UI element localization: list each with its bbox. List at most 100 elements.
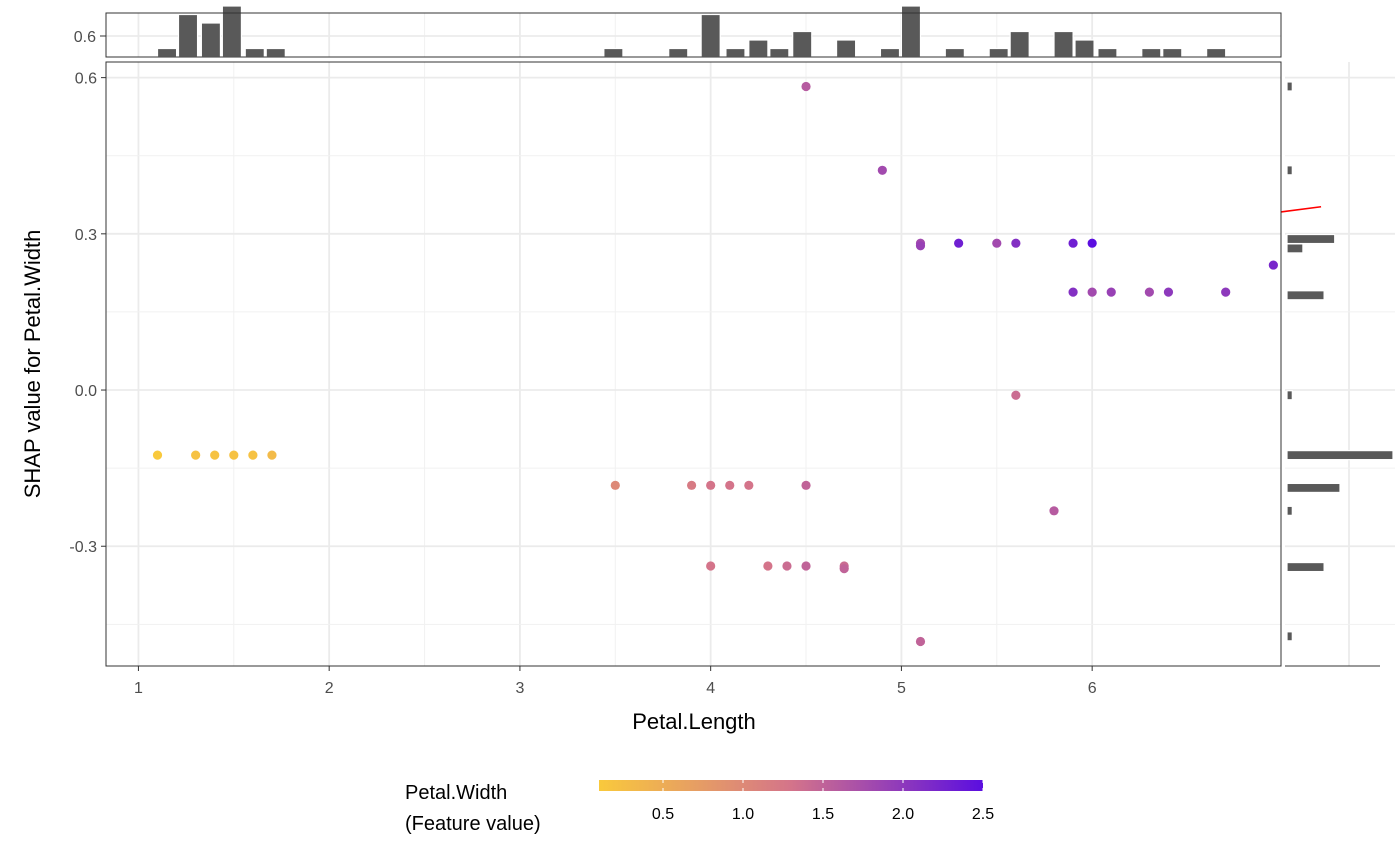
scatter-point <box>1087 287 1097 297</box>
top-panel-y-tick-label: 0.6 <box>74 29 96 46</box>
top-histogram-bar <box>1053 30 1074 58</box>
scatter-point <box>839 564 849 574</box>
scatter-point <box>877 165 887 175</box>
scatter-point <box>1144 287 1154 297</box>
top-histogram-bar <box>200 22 222 58</box>
scatter-point <box>1087 238 1097 248</box>
top-histogram-bar <box>177 13 199 58</box>
scatter-point <box>191 450 201 460</box>
legend-tick-label: 1.5 <box>812 806 834 823</box>
legend-tick-label: 2.0 <box>892 806 914 823</box>
y-tick-label: 0.6 <box>75 71 97 88</box>
top-histogram-bars <box>156 5 1227 58</box>
legend-title-line1: Petal.Width <box>405 782 507 804</box>
scatter-point <box>686 480 697 490</box>
scatter-point <box>915 636 926 647</box>
x-tick-label: 5 <box>897 680 906 697</box>
scatter-point <box>782 561 792 571</box>
top-histogram-bar <box>769 47 790 58</box>
top-histogram-bar <box>603 47 624 58</box>
x-tick-label: 4 <box>706 680 715 697</box>
top-histogram-bar <box>879 47 901 58</box>
legend-tick-label: 0.5 <box>652 806 674 823</box>
scatter-point <box>954 238 964 248</box>
top-histogram-bar <box>244 47 265 58</box>
scatter-point <box>744 480 754 490</box>
top-marginal-histogram: 0.6 <box>74 5 1282 58</box>
right-panel-background <box>1285 62 1395 666</box>
scatter-point <box>267 450 277 460</box>
scatter-point <box>210 450 220 460</box>
top-histogram-bar <box>1141 47 1162 58</box>
top-histogram-bar <box>668 47 689 58</box>
top-histogram-bar <box>1162 47 1183 58</box>
scatter-point <box>801 81 811 92</box>
right-histogram-bar <box>1286 631 1293 642</box>
scatter-point <box>801 480 811 490</box>
top-histogram-bar <box>156 47 178 58</box>
x-tick-label: 6 <box>1088 680 1097 697</box>
x-tick-label: 2 <box>325 680 334 697</box>
right-histogram-bar <box>1286 390 1293 401</box>
legend-ticks: 0.5 1.0 1.5 2.0 2.5 <box>652 780 994 823</box>
right-histogram-bar <box>1286 81 1293 92</box>
top-histogram-bar <box>748 39 769 58</box>
scatter-point <box>248 450 258 460</box>
scatter-point <box>992 238 1002 248</box>
right-histogram-bar <box>1286 482 1341 494</box>
scatter-point <box>1068 238 1078 248</box>
top-histogram-bar <box>900 5 922 58</box>
scatter-point <box>1068 287 1078 297</box>
trend-line <box>1280 205 1322 213</box>
right-histogram-bar <box>1286 233 1336 245</box>
right-histogram-bar <box>1286 561 1325 573</box>
right-histogram-bar <box>1286 450 1394 461</box>
top-histogram-bar <box>792 30 813 58</box>
x-tick-label: 1 <box>134 680 143 697</box>
scatter-point <box>1106 287 1116 297</box>
scatter-point <box>1011 390 1021 400</box>
y-tick-label: 0.3 <box>75 227 97 244</box>
scatter-point <box>706 480 716 490</box>
top-histogram-bar <box>1074 39 1095 58</box>
y-axis-title: SHAP value for Petal.Width <box>20 230 45 499</box>
scatter-point <box>1049 506 1059 516</box>
scatter-point <box>1163 287 1174 297</box>
top-histogram-bar <box>725 47 746 58</box>
scatter-point <box>706 561 716 571</box>
scatter-point <box>1011 238 1021 248</box>
top-histogram-bar <box>1097 47 1118 58</box>
right-histogram-bar <box>1286 290 1325 301</box>
main-panel-background <box>106 62 1281 666</box>
right-histogram-bar <box>1286 243 1304 254</box>
right-marginal-histogram <box>1285 62 1395 667</box>
scatter-point <box>1221 287 1231 297</box>
legend-colorbar <box>599 780 983 791</box>
top-histogram-bar <box>835 39 857 58</box>
x-axis-ticks: 1 2 3 4 5 6 <box>134 666 1097 697</box>
main-panel-grid <box>106 62 1281 666</box>
scatter-point <box>801 561 811 571</box>
color-legend: Petal.Width (Feature value) 0.5 1.0 1.5 2.0… <box>405 780 994 835</box>
top-histogram-bar <box>988 47 1009 58</box>
scatter-point <box>725 480 735 490</box>
scatter-point <box>229 450 239 460</box>
main-panel-border <box>105 61 1282 667</box>
top-panel-border <box>105 12 1282 58</box>
top-histogram-bar <box>221 5 243 58</box>
trend-line-segment <box>1280 205 1322 213</box>
top-histogram-bar <box>1206 47 1227 58</box>
x-axis-title: Petal.Length <box>632 709 756 734</box>
top-histogram-bar <box>944 47 965 58</box>
top-histogram-bar <box>1009 30 1030 58</box>
top-histogram-bar <box>265 47 286 58</box>
y-axis-ticks: 0.6 0.3 0.0 -0.3 <box>69 71 106 556</box>
right-histogram-bars <box>1286 81 1394 642</box>
scatter-points <box>152 81 1278 647</box>
legend-tick-label: 1.0 <box>732 806 754 823</box>
legend-title-line2: (Feature value) <box>405 813 541 835</box>
legend-tick-label: 2.5 <box>972 806 994 823</box>
right-panel-grid <box>1285 62 1395 666</box>
scatter-point <box>915 241 926 251</box>
